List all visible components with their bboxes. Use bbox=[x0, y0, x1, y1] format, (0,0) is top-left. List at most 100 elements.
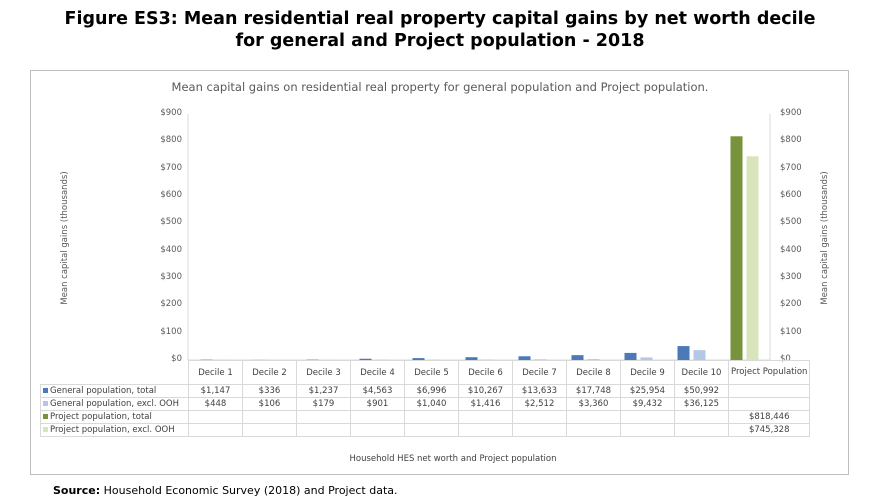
data-label: $1,237 bbox=[296, 384, 351, 398]
data-label: $901 bbox=[350, 397, 405, 411]
legend-swatch bbox=[43, 414, 48, 419]
data-label: $1,416 bbox=[458, 397, 513, 411]
category-label: Decile 7 bbox=[512, 360, 567, 385]
data-label: $818,446 bbox=[727, 410, 811, 424]
data-label bbox=[242, 410, 297, 424]
data-label bbox=[620, 410, 675, 424]
data-label: $4,563 bbox=[350, 384, 405, 398]
table-row: General population, excl. OOH $448 $106 $17… bbox=[40, 397, 811, 411]
table-header-row: Decile 1 Decile 2 Decile 3 Decile 4 Decile 5… bbox=[41, 360, 811, 385]
legend-entry: Project population, excl. OOH bbox=[40, 423, 189, 437]
bar-2-10 bbox=[730, 136, 743, 360]
y-tick-right: $900 bbox=[780, 108, 802, 118]
data-label bbox=[458, 423, 513, 437]
category-label: Decile 4 bbox=[350, 360, 405, 385]
y-tick-right: $200 bbox=[780, 299, 802, 310]
chart-title: Mean capital gains on residential real p… bbox=[171, 80, 709, 94]
figure-title: Figure ES3: Mean residential real proper… bbox=[0, 8, 880, 52]
data-label bbox=[188, 423, 243, 437]
data-label: $336 bbox=[242, 384, 297, 398]
data-label: $17,748 bbox=[566, 384, 621, 398]
y-tick-left: $500 bbox=[160, 217, 182, 228]
table-row: Project population, excl. OOH $745,328 bbox=[40, 423, 811, 437]
table-row: Project population, total $818,446 bbox=[40, 410, 811, 424]
source-label: Source: bbox=[53, 484, 101, 497]
data-label: $10,267 bbox=[458, 384, 513, 398]
y-tick-right: $500 bbox=[780, 217, 802, 228]
data-label bbox=[727, 384, 811, 398]
category-label: Decile 8 bbox=[566, 360, 621, 385]
bar-0-6 bbox=[518, 356, 531, 360]
data-label bbox=[296, 410, 351, 424]
category-label: Decile 2 bbox=[242, 360, 297, 385]
data-label bbox=[674, 410, 729, 424]
data-label bbox=[458, 410, 513, 424]
category-label: Decile 3 bbox=[296, 360, 351, 385]
y-tick-right: $700 bbox=[780, 162, 802, 173]
data-label: $1,040 bbox=[404, 397, 459, 411]
category-label: Decile 6 bbox=[458, 360, 513, 385]
chart-frame bbox=[30, 70, 849, 475]
data-label: $50,992 bbox=[674, 384, 729, 398]
data-label bbox=[620, 423, 675, 437]
bar-3-10 bbox=[746, 156, 759, 360]
legend-entry: General population, total bbox=[40, 384, 189, 398]
data-label: $9,432 bbox=[620, 397, 675, 411]
data-label: $6,996 bbox=[404, 384, 459, 398]
y-tick-right: $600 bbox=[780, 190, 802, 200]
bar-0-8 bbox=[624, 352, 637, 360]
data-label bbox=[566, 423, 621, 437]
data-label bbox=[296, 423, 351, 437]
data-label bbox=[350, 410, 405, 424]
title-line-2: for general and Project population - 201… bbox=[235, 31, 645, 51]
y-tick-left: $900 bbox=[160, 108, 182, 118]
title-line-1: Figure ES3: Mean residential real proper… bbox=[64, 9, 816, 29]
y-tick-right: $0 bbox=[780, 354, 791, 364]
bar-1-9 bbox=[693, 350, 706, 360]
data-label: $448 bbox=[188, 397, 243, 411]
data-label: $2,512 bbox=[512, 397, 567, 411]
bar-0-3 bbox=[359, 358, 372, 360]
y-tick-right: $300 bbox=[780, 272, 802, 282]
y-tick-right: $800 bbox=[780, 135, 802, 146]
y-tick-left: $700 bbox=[160, 162, 182, 173]
legend-entry: General population, excl. OOH bbox=[40, 397, 189, 411]
y-tick-left: $200 bbox=[160, 299, 182, 310]
data-label bbox=[566, 410, 621, 424]
data-label bbox=[674, 423, 729, 437]
y-tick-right: $400 bbox=[780, 244, 802, 255]
bar-1-7 bbox=[587, 359, 600, 360]
data-label: $3,360 bbox=[566, 397, 621, 411]
y-tick-left: $100 bbox=[160, 326, 182, 337]
category-label: Decile 1 bbox=[188, 360, 243, 385]
data-label: $13,633 bbox=[512, 384, 567, 398]
legend-entry: Project population, total bbox=[40, 410, 189, 424]
data-label: $36,125 bbox=[674, 397, 729, 411]
data-label: $1,147 bbox=[188, 384, 243, 398]
bar-0-5 bbox=[465, 357, 478, 360]
legend-swatch bbox=[43, 388, 48, 393]
y-tick-right: $100 bbox=[780, 326, 802, 337]
data-label: $745,328 bbox=[727, 423, 811, 437]
bar-1-6 bbox=[534, 359, 547, 360]
bar-0-9 bbox=[677, 346, 690, 360]
data-label: $179 bbox=[296, 397, 351, 411]
category-label: Decile 5 bbox=[404, 360, 459, 385]
legend-swatch bbox=[43, 401, 48, 406]
data-label bbox=[404, 410, 459, 424]
table-row: General population, total $1,147 $336 $1,23… bbox=[40, 384, 811, 398]
source-text: Household Economic Survey (2018) and Pro… bbox=[100, 484, 398, 497]
legend-label: General population, total bbox=[50, 386, 157, 396]
bar-0-7 bbox=[571, 355, 584, 360]
source-note: Source: Household Economic Survey (2018)… bbox=[53, 484, 398, 497]
data-label bbox=[188, 410, 243, 424]
data-label bbox=[350, 423, 405, 437]
bar-1-8 bbox=[640, 357, 653, 360]
category-label: Project Population bbox=[727, 360, 811, 385]
data-label bbox=[727, 397, 811, 411]
data-label bbox=[404, 423, 459, 437]
category-label: Decile 9 bbox=[620, 360, 675, 385]
data-label: $106 bbox=[242, 397, 297, 411]
category-label: Decile 10 bbox=[674, 360, 729, 385]
